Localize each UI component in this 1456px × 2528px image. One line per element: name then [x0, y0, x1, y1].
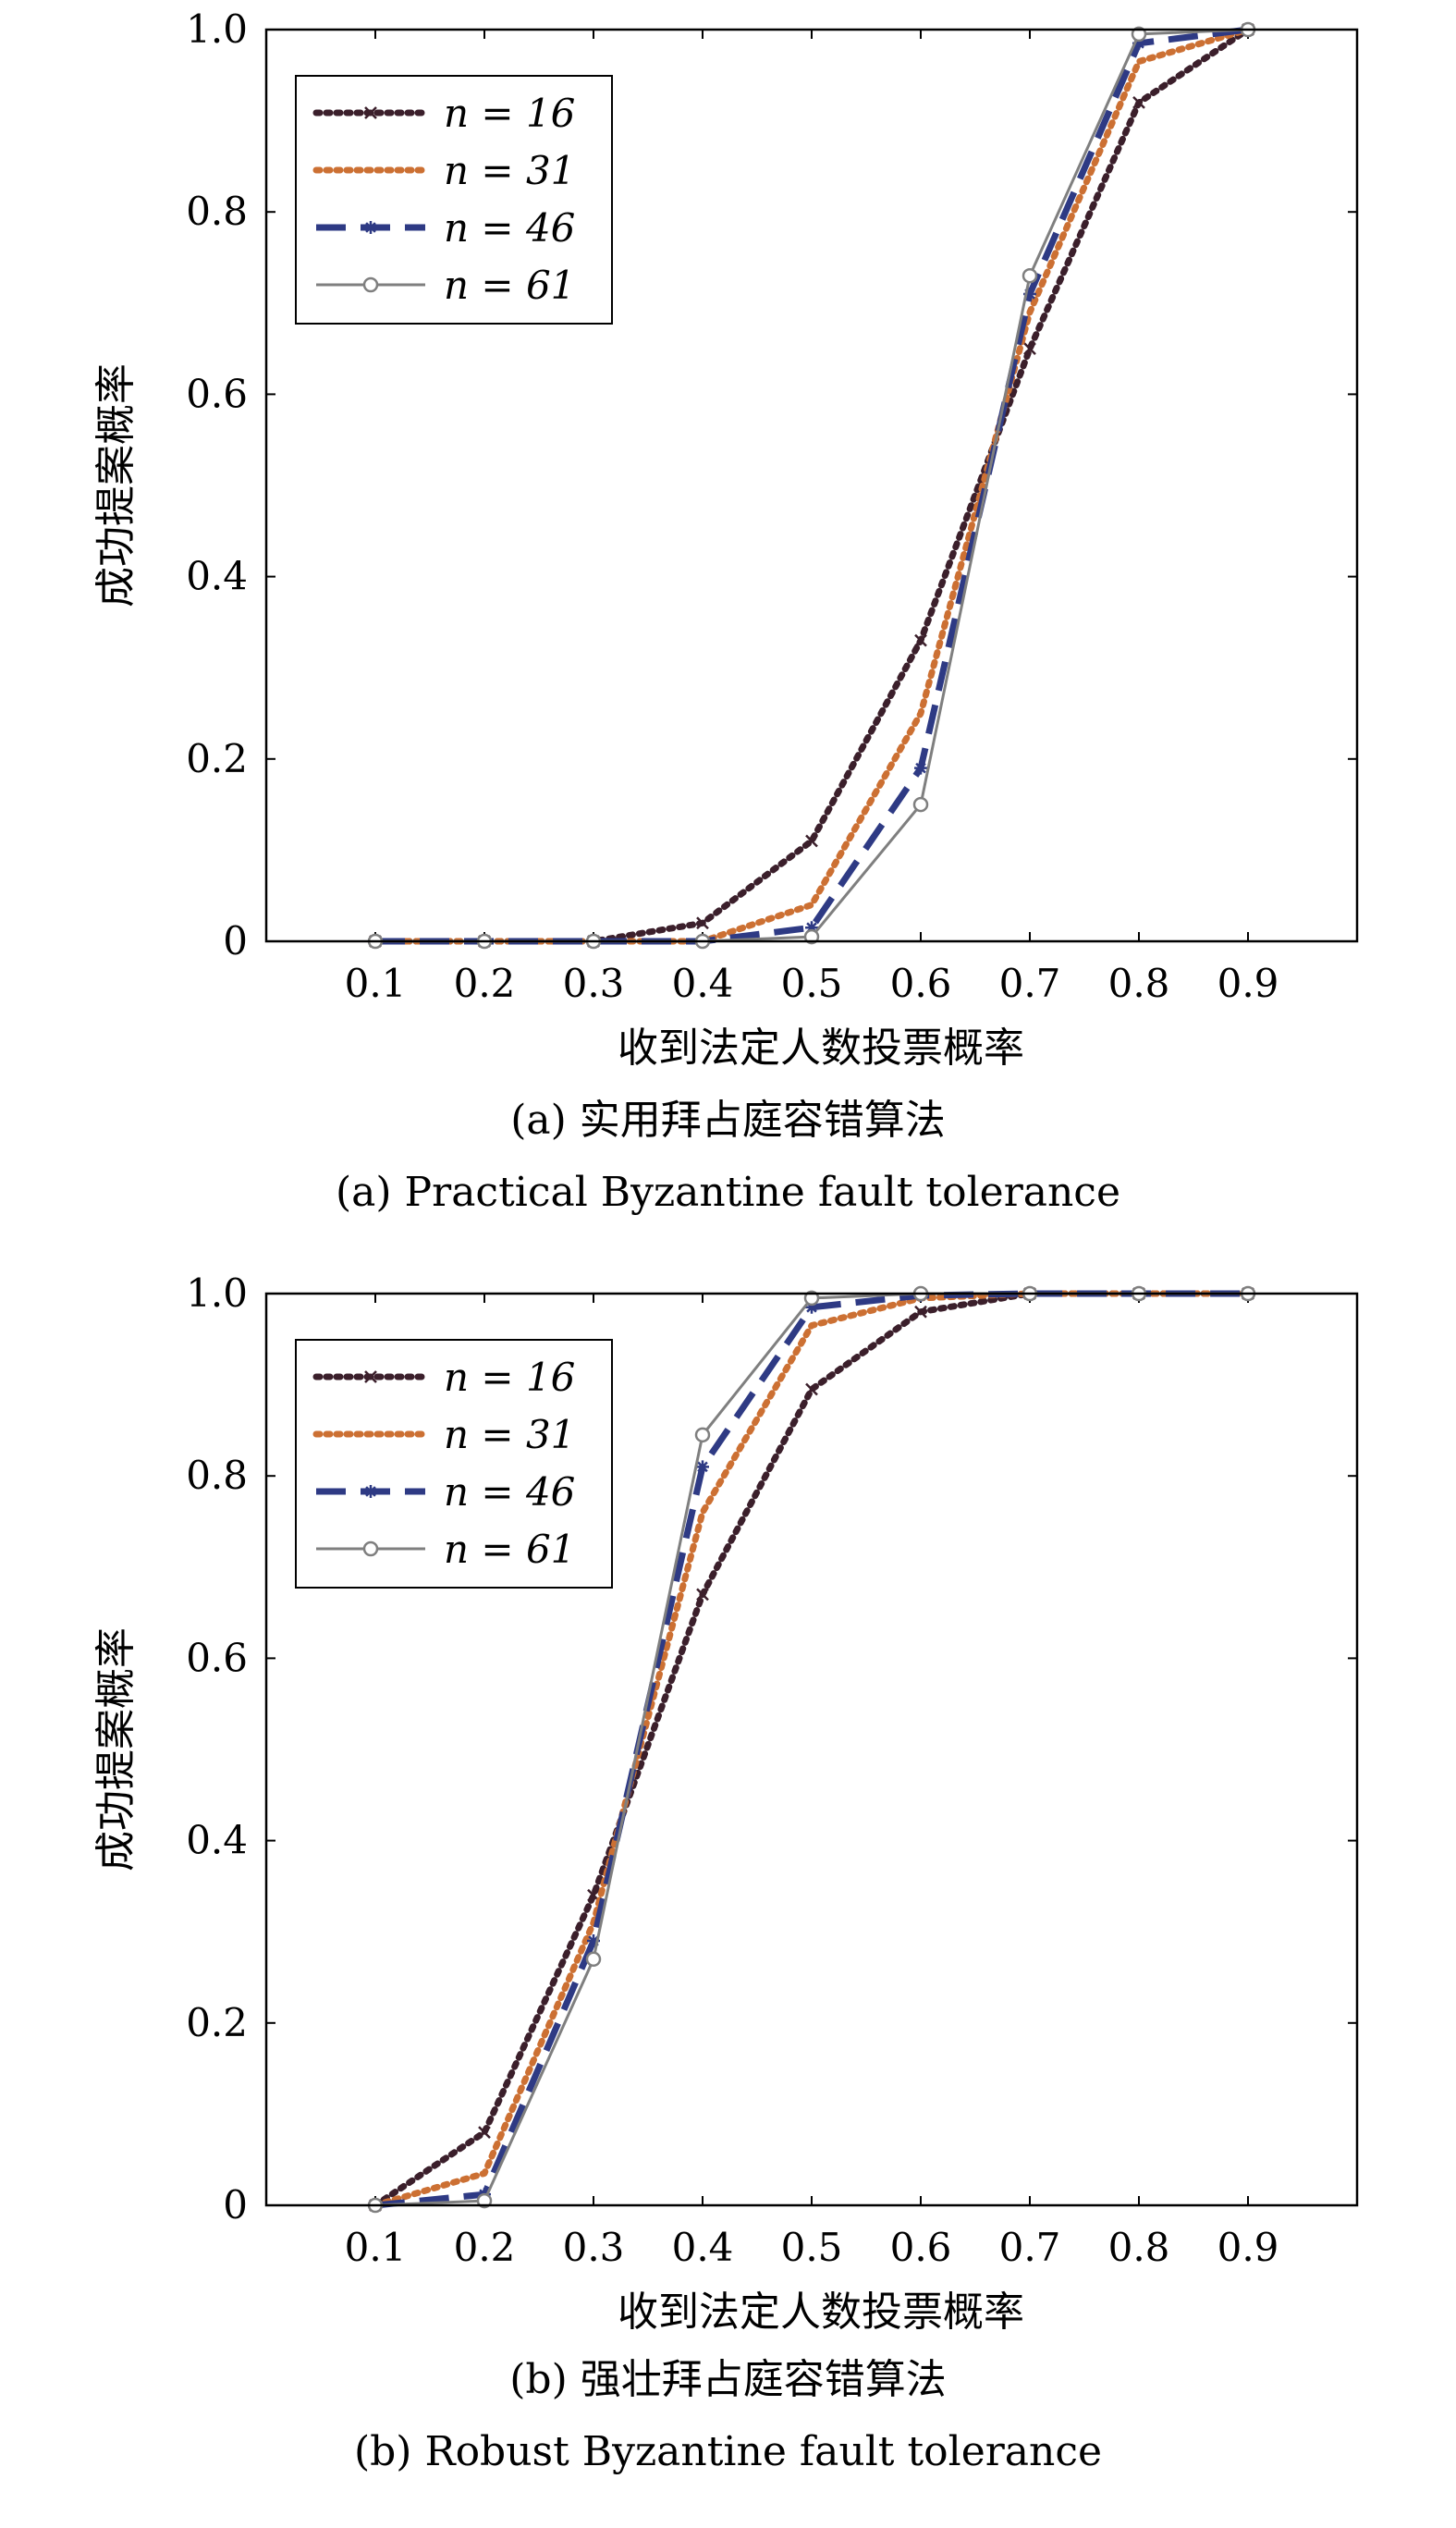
- chart-a-data-point: [1023, 287, 1036, 301]
- caption-a-en: (a) Practical Byzantine fault tolerance: [336, 1169, 1120, 1216]
- chart-b-x-tick-label: 0.7: [999, 2225, 1061, 2270]
- chart-b-data-point: [694, 1427, 711, 1443]
- chart-a-data-point: [1023, 342, 1036, 355]
- chart-b-y-tick-label: 1.0: [186, 1270, 248, 1316]
- chart-a-data-point: [1131, 26, 1147, 43]
- chart-a-y-tick-label: 0: [223, 918, 248, 963]
- chart-b-x-tick-label: 0.2: [454, 2225, 516, 2270]
- chart-b-x-label: 收到法定人数投票概率: [618, 2289, 1024, 2336]
- chart-a-legend-label: n = 31: [444, 148, 575, 193]
- chart-b: 0.1 0.2 0.3 0.4 0.5 0.6 0.7 0.8 0.9 0 0.2 0.4 0.6 0.8…: [92, 1270, 1359, 2336]
- chart-a-legend-marker: [364, 106, 377, 119]
- chart-b-legend: n = 16 n = 31 n = 46 n = 61: [295, 1339, 613, 1589]
- chart-a-x-tick-label: 0.7: [999, 961, 1061, 1006]
- chart-a-legend-label: n = 46: [444, 205, 575, 251]
- chart-a-legend-box: [295, 75, 613, 325]
- chart-a-y-tick-label: 0.8: [186, 189, 248, 234]
- chart-a-data-point: [914, 761, 927, 775]
- chart-b-legend-box: [295, 1339, 613, 1589]
- chart-a-y-label: 成功提案概率: [92, 363, 140, 607]
- chart-b-legend-label: n = 31: [444, 1412, 575, 1457]
- chart-b-y-label: 成功提案概率: [92, 1627, 140, 1871]
- chart-a-x-label: 收到法定人数投票概率: [618, 1025, 1024, 1072]
- chart-b-x-tick-label: 0.5: [781, 2225, 843, 2270]
- chart-b-legend-marker: [364, 1370, 377, 1383]
- chart-b-legend-label: n = 61: [444, 1527, 575, 1572]
- caption-a-zh: (a) 实用拜占庭容错算法: [510, 1097, 946, 1144]
- chart-a-x-axis: 0.1 0.2 0.3 0.4 0.5 0.6 0.7 0.8 0.9: [345, 30, 1279, 1006]
- chart-panel-a: 0.1 0.2 0.3 0.4 0.5 0.6 0.7 0.8 0.9 0 0.2 0.4 0.6 0.8…: [92, 6, 1359, 1216]
- chart-b-data-point: [805, 1300, 818, 1314]
- chart-b-y-tick-label: 0.8: [186, 1453, 248, 1498]
- chart-b-data-point: [803, 1290, 820, 1307]
- chart-a-data-point: [805, 921, 818, 935]
- chart-a-legend-marker: [362, 276, 379, 293]
- chart-b-x-tick-label: 0.3: [563, 2225, 625, 2270]
- chart-b-x-axis: 0.1 0.2 0.3 0.4 0.5 0.6 0.7 0.8 0.9: [345, 1294, 1279, 2270]
- chart-a-y-tick-label: 1.0: [186, 6, 248, 52]
- chart-b-legend-label: n = 46: [444, 1469, 575, 1515]
- chart-b-data-point: [696, 1588, 709, 1601]
- chart-a-data-point: [912, 796, 929, 813]
- chart-b-data-point: [478, 2126, 491, 2140]
- chart-a-data-point: [696, 916, 709, 930]
- caption-b-en: (b) Robust Byzantine fault tolerance: [353, 2428, 1103, 2475]
- chart-a-data-point: [805, 834, 818, 848]
- chart-a-x-tick-label: 0.8: [1108, 961, 1170, 1006]
- chart-a-x-tick-label: 0.5: [781, 961, 843, 1006]
- chart-b-data-point: [587, 1934, 600, 1948]
- chart-b-x-tick-label: 0.1: [345, 2225, 407, 2270]
- chart-a-y-tick-label: 0.2: [186, 736, 248, 781]
- chart-b-legend-marker: [364, 1485, 377, 1498]
- chart-b-y-axis: 0 0.2 0.4 0.6 0.8 1.0: [186, 1270, 1357, 2227]
- chart-a-frame: [264, 28, 1359, 943]
- chart-b-y-tick-label: 0.4: [186, 1818, 248, 1863]
- caption-b-zh: (b) 强壮拜占庭容错算法: [509, 2356, 947, 2403]
- chart-a-x-tick-label: 0.9: [1217, 961, 1279, 1006]
- chart-b-x-tick-label: 0.6: [890, 2225, 952, 2270]
- chart-a-data-point: [1132, 36, 1145, 50]
- chart-b-data-point: [914, 1305, 927, 1319]
- chart-a-legend-label: n = 16: [444, 91, 575, 136]
- chart-a-data-point: [803, 928, 820, 945]
- chart-b-legend-label: n = 16: [444, 1355, 575, 1400]
- chart-b-x-tick-label: 0.4: [672, 2225, 734, 2270]
- chart-b-y-tick-label: 0.2: [186, 2000, 248, 2045]
- chart-b-legend-marker: [362, 1540, 379, 1557]
- chart-a-y-axis: 0 0.2 0.4 0.6 0.8 1.0: [186, 6, 1357, 963]
- chart-a-data-point: [914, 633, 927, 647]
- chart-b-y-tick-label: 0: [223, 2182, 248, 2227]
- chart-b-data-point: [476, 2192, 493, 2209]
- chart-b-data-point: [696, 1460, 709, 1474]
- chart-a-x-tick-label: 0.2: [454, 961, 516, 1006]
- chart-a-x-tick-label: 0.3: [563, 961, 625, 1006]
- chart-b-x-tick-label: 0.9: [1217, 2225, 1279, 2270]
- chart-a-x-tick-label: 0.6: [890, 961, 952, 1006]
- chart-a-x-tick-label: 0.4: [672, 961, 734, 1006]
- chart-a: 0.1 0.2 0.3 0.4 0.5 0.6 0.7 0.8 0.9 0 0.2 0.4 0.6 0.8…: [92, 6, 1359, 1072]
- chart-a-legend: n = 16 n = 31 n = 46 n = 61: [295, 75, 613, 325]
- chart-a-legend-marker: [364, 221, 377, 234]
- chart-a-legend-label: n = 61: [444, 263, 575, 308]
- chart-a-data-point: [1022, 267, 1038, 284]
- chart-b-x-tick-label: 0.8: [1108, 2225, 1170, 2270]
- chart-b-frame: [264, 1292, 1359, 2207]
- chart-b-y-tick-label: 0.6: [186, 1635, 248, 1680]
- chart-b-data-point: [585, 1951, 602, 1968]
- chart-a-data-point: [1132, 95, 1145, 109]
- chart-a-y-tick-label: 0.4: [186, 554, 248, 599]
- chart-panel-b: 0.1 0.2 0.3 0.4 0.5 0.6 0.7 0.8 0.9 0 0.2 0.4 0.6 0.8…: [0, 1264, 1456, 2528]
- chart-a-x-tick-label: 0.1: [345, 961, 407, 1006]
- chart-a-y-tick-label: 0.6: [186, 371, 248, 416]
- chart-b-data-point: [805, 1382, 818, 1396]
